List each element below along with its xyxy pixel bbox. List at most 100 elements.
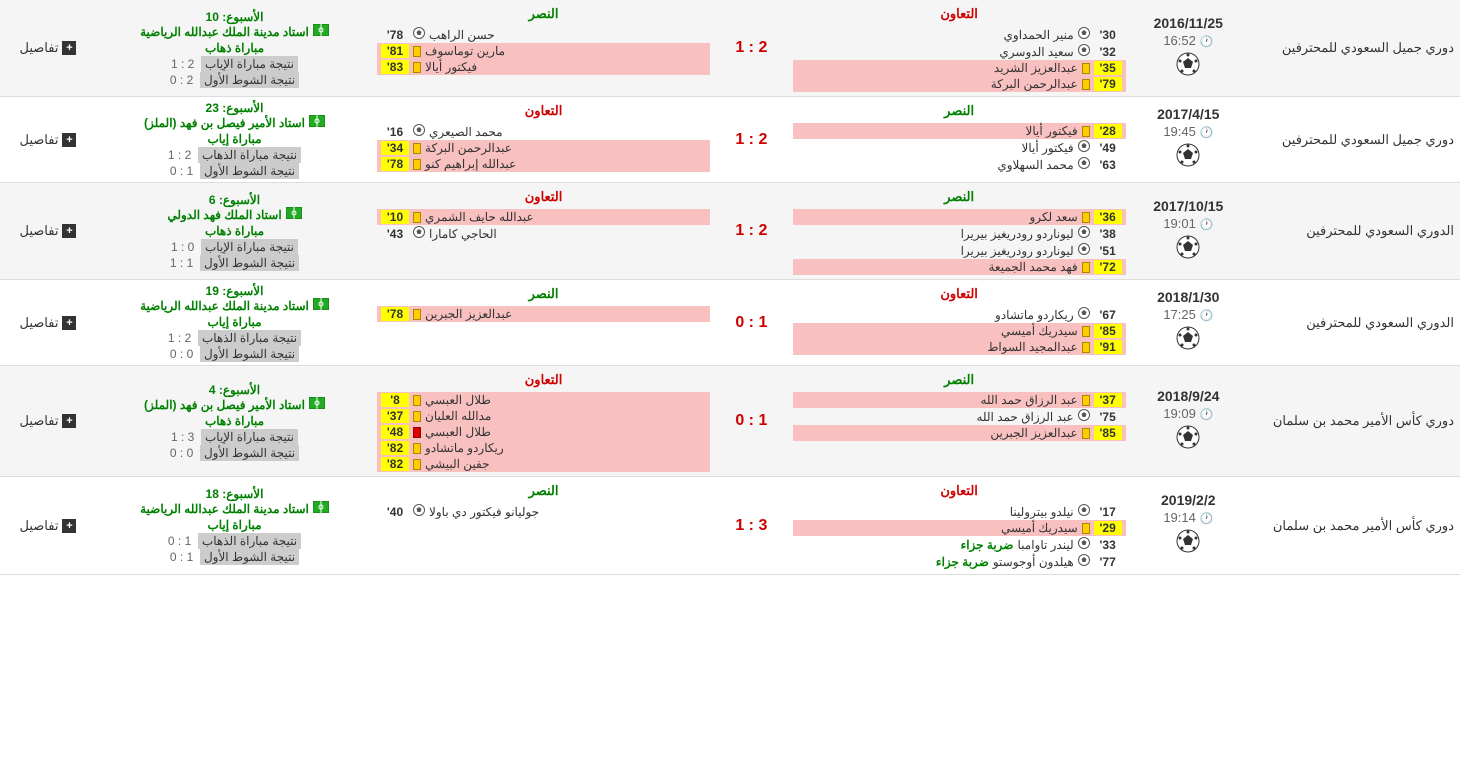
yellow-card-icon: [1082, 395, 1090, 406]
ball-icon: [1136, 235, 1241, 265]
stadium: استاد مدينة الملك عبدالله الرياضية: [102, 501, 367, 516]
stadium-icon: [309, 116, 325, 130]
home-team-cell: النصر28'فيكتور أيالا49'فيكتور أيالا63'مح…: [789, 97, 1130, 183]
date-cell: 2018/1/30🕐 17:25: [1130, 280, 1247, 366]
match-event: فيكتور أيالا83': [377, 59, 710, 75]
week: الأسبوع: 10: [102, 10, 367, 24]
league-name: دوري كأس الأمير محمد بن سلمان: [1247, 477, 1460, 575]
first-half-result: نتيجة الشوط الأول 2 : 0: [102, 73, 367, 87]
match-event: 32'سعيد الدوسري: [793, 43, 1126, 60]
home-team-name[interactable]: التعاون: [793, 481, 1126, 503]
league-name: دوري كأس الأمير محمد بن سلمان: [1247, 366, 1460, 477]
home-team-name[interactable]: التعاون: [793, 4, 1126, 26]
match-date: 2019/2/2: [1136, 492, 1241, 508]
other-leg-result: نتيجة مباراة الذهاب 2 : 1: [102, 148, 367, 162]
match-date: 2016/11/25: [1136, 15, 1241, 31]
score: 2 : 1: [735, 131, 767, 148]
event-player: سيدريك أميسي: [1001, 324, 1078, 338]
event-minute: 16': [381, 125, 409, 139]
event-minute: 29': [1094, 521, 1122, 535]
match-event: 67'ريكاردو ماتشادو: [793, 306, 1126, 323]
week: الأسبوع: 6: [102, 193, 367, 207]
match-row: دوري جميل السعودي للمحترفين2017/4/15🕐 19…: [0, 97, 1460, 183]
home-team-name[interactable]: التعاون: [793, 284, 1126, 306]
details-label: تفاصيل: [19, 40, 58, 56]
details-button[interactable]: +تفاصيل: [19, 40, 76, 56]
event-minute: 78': [381, 28, 409, 42]
away-team-name[interactable]: التعاون: [377, 101, 710, 123]
yellow-card-icon: [1082, 63, 1090, 74]
match-event: 29' سيدريك أميسي: [793, 520, 1126, 536]
plus-icon: +: [62, 133, 76, 147]
yellow-card-icon: [413, 309, 421, 320]
match-event: 85'سيدريك أميسي: [793, 323, 1126, 339]
home-team-name[interactable]: النصر: [793, 370, 1126, 392]
details-cell: +تفاصيل: [0, 280, 96, 366]
plus-icon: +: [62, 414, 76, 428]
goal-icon: [1078, 27, 1090, 42]
info-cell: الأسبوع: 23استاد الأمير فيصل بن فهد (الم…: [96, 97, 373, 183]
away-team-cell: النصرحسن الراهب78'مارين توماسوف81'فيكتور…: [373, 0, 714, 97]
details-button[interactable]: +تفاصيل: [19, 518, 76, 534]
clock-icon: 🕐: [1200, 127, 1214, 139]
match-event: 72'فهد محمد الجميعة: [793, 259, 1126, 275]
details-button[interactable]: +تفاصيل: [19, 413, 76, 429]
event-player: سيدريك أميسي: [1001, 521, 1078, 535]
event-minute: 67': [1094, 308, 1122, 322]
ball-icon: [1136, 143, 1241, 173]
details-label: تفاصيل: [19, 315, 58, 331]
match-event: محمد الصيعري16': [377, 123, 710, 140]
leg-type: مباراة إياب: [102, 315, 367, 329]
away-team-name[interactable]: النصر: [377, 481, 710, 503]
away-team-cell: النصرعبدالعزيز الجبرين78': [373, 280, 714, 366]
score: 2 : 1: [735, 222, 767, 239]
event-player: طلال العبسي: [425, 393, 491, 407]
away-team-name[interactable]: النصر: [377, 4, 710, 26]
stadium: استاد مدينة الملك عبدالله الرياضية: [102, 24, 367, 39]
away-team-name[interactable]: التعاون: [377, 370, 710, 392]
event-minute: 48': [381, 425, 409, 439]
clock-icon: 🕐: [1200, 36, 1214, 48]
score-cell: 3 : 1: [714, 477, 789, 575]
event-minute: 37': [1094, 393, 1122, 407]
clock-icon: 🕐: [1200, 513, 1214, 525]
match-event: 37' عبد الرزاق حمد الله: [793, 392, 1126, 408]
score-cell: 1 : 0: [714, 366, 789, 477]
event-player: مدالله العليان: [425, 409, 491, 423]
event-minute: 75': [1094, 410, 1122, 424]
date-cell: 2017/4/15🕐 19:45: [1130, 97, 1247, 183]
match-time: 🕐 19:01: [1136, 216, 1241, 231]
info-cell: الأسبوع: 19استاد مدينة الملك عبدالله الر…: [96, 280, 373, 366]
goal-icon: [1078, 537, 1090, 552]
event-minute: 63': [1094, 158, 1122, 172]
event-minute: 78': [381, 157, 409, 171]
clock-icon: 🕐: [1200, 310, 1214, 322]
details-button[interactable]: +تفاصيل: [19, 315, 76, 331]
home-team-cell: النصر36'سعد لكرو38'ليوناردو رودريغيز بير…: [789, 183, 1130, 280]
event-player: عبدالمجيد السواط: [987, 340, 1077, 354]
details-button[interactable]: +تفاصيل: [19, 132, 76, 148]
leg-type: مباراة ذهاب: [102, 224, 367, 238]
details-cell: +تفاصيل: [0, 97, 96, 183]
event-player: منير الحمداوي: [1004, 28, 1074, 42]
first-half-result: نتيجة الشوط الأول 1 : 0: [102, 550, 367, 564]
event-minute: 82': [381, 441, 409, 455]
event-minute: 49': [1094, 141, 1122, 155]
match-event: مدالله العليان37': [377, 408, 710, 424]
leg-type: مباراة إياب: [102, 518, 367, 532]
event-player: فيكتور أيالا: [1026, 124, 1078, 138]
away-team-name[interactable]: التعاون: [377, 187, 710, 209]
week: الأسبوع: 18: [102, 487, 367, 501]
score: 1 : 0: [735, 314, 767, 331]
home-team-name[interactable]: النصر: [793, 101, 1126, 123]
event-player: جفين البيشي: [425, 457, 490, 471]
away-team-name[interactable]: النصر: [377, 284, 710, 306]
goal-icon: [413, 124, 425, 139]
details-button[interactable]: +تفاصيل: [19, 223, 76, 239]
info-cell: الأسبوع: 18استاد مدينة الملك عبدالله الر…: [96, 477, 373, 575]
stadium: استاد الأمير فيصل بن فهد (الملز): [102, 115, 367, 130]
yellow-card-icon: [413, 443, 421, 454]
home-team-name[interactable]: النصر: [793, 187, 1126, 209]
score: 2 : 1: [735, 39, 767, 56]
event-player: عبد الرزاق حمد الله: [980, 393, 1077, 407]
